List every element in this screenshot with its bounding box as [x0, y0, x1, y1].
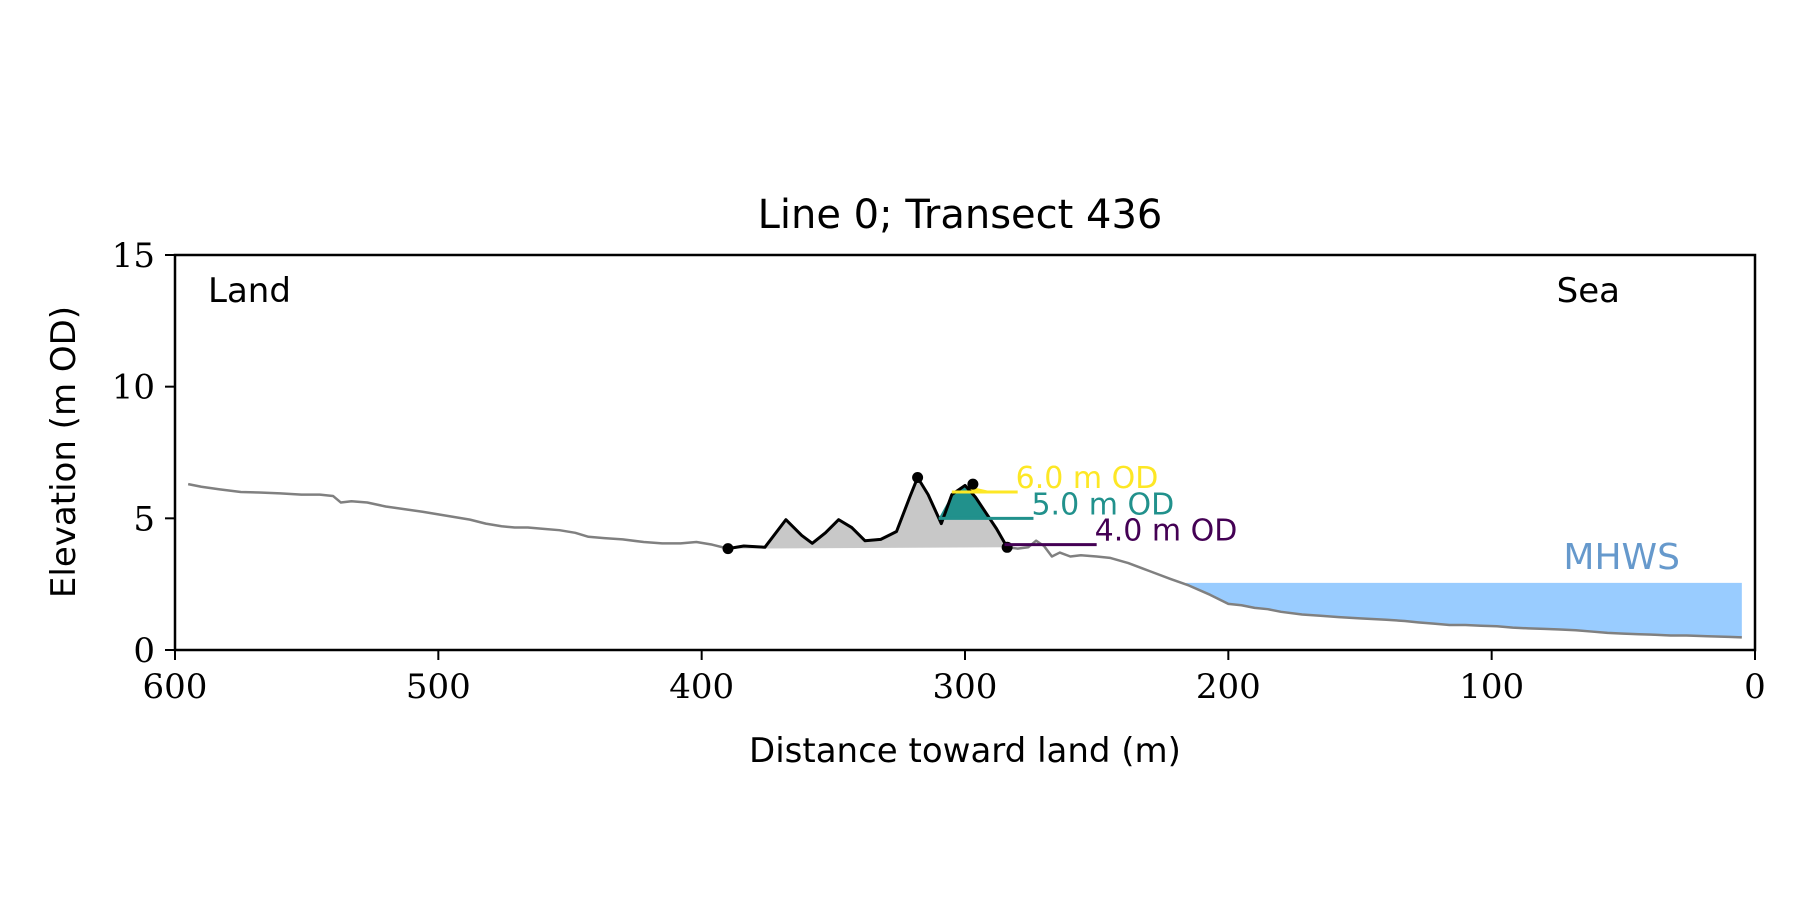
mhws-water-area — [1186, 582, 1742, 638]
dune-volume-fill — [728, 477, 1008, 549]
level-fill-1 — [938, 485, 992, 519]
level-label-2: 4.0 m OD — [1095, 514, 1238, 549]
x-tick-label-1: 500 — [406, 667, 471, 707]
level-label-0: 6.0 m OD — [1016, 461, 1159, 496]
y-axis: 0 5 10 15 — [112, 236, 175, 671]
x-tick-label-0: 600 — [143, 667, 208, 707]
x-tick-label-6: 0 — [1744, 667, 1766, 707]
dune-marker-2 — [967, 478, 979, 490]
land-label: Land — [208, 271, 291, 311]
y-axis-label: Elevation (m OD) — [44, 306, 84, 598]
x-tick-label-3: 300 — [933, 667, 998, 707]
mhws-label: MHWS — [1563, 537, 1680, 578]
x-tick-label-2: 400 — [669, 667, 734, 707]
chart-title: Line 0; Transect 436 — [758, 192, 1163, 238]
x-tick-label-5: 100 — [1459, 667, 1524, 707]
plot-area: 6.0 m OD5.0 m OD4.0 m OD MHWS — [187, 461, 1742, 639]
x-axis-label: Distance toward land (m) — [749, 731, 1181, 771]
x-axis: 600 500 400 300 200 100 0 — [143, 650, 1766, 707]
y-tick-label-2: 10 — [112, 368, 155, 408]
dune-marker-1 — [912, 472, 924, 484]
level-label-1: 5.0 m OD — [1031, 487, 1174, 522]
y-tick-label-0: 0 — [133, 631, 155, 671]
dune-marker-0 — [722, 543, 734, 555]
x-tick-label-4: 200 — [1196, 667, 1261, 707]
sea-label: Sea — [1557, 271, 1620, 311]
y-tick-label-3: 15 — [112, 236, 155, 276]
y-tick-label-1: 5 — [133, 499, 155, 539]
